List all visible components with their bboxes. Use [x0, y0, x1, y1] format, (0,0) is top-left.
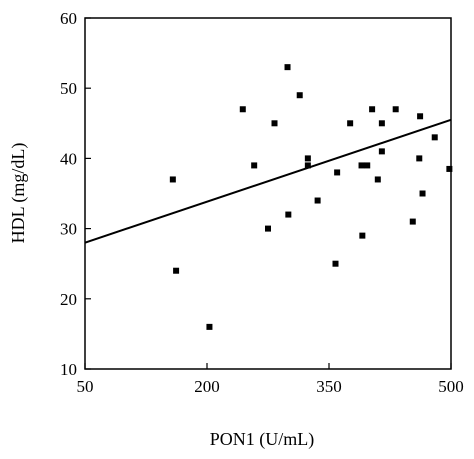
data-point [378, 148, 385, 155]
data-point [296, 92, 303, 99]
y-tick-label: 40 [60, 149, 77, 168]
data-point [392, 106, 399, 113]
data-point [271, 120, 278, 127]
data-point [206, 323, 213, 330]
x-tick-label: 500 [438, 377, 464, 396]
y-axis-ticks: 10 20 30 40 50 60 [60, 9, 91, 379]
data-point [332, 260, 339, 267]
data-point [284, 64, 291, 71]
y-tick-label: 50 [60, 79, 77, 98]
data-point [416, 155, 423, 162]
trendline [84, 118, 452, 244]
data-point [446, 165, 453, 172]
x-axis-title: PON1 (U/mL) [210, 429, 315, 450]
data-point [265, 225, 271, 232]
data-point [251, 162, 258, 169]
y-axis-title: HDL (mg/dL) [8, 143, 29, 244]
x-axis-ticks: 50 200 350 500 [77, 363, 464, 396]
data-point [285, 211, 292, 218]
data-point [419, 190, 426, 197]
data-point [358, 162, 365, 169]
y-tick-label: 60 [60, 9, 77, 28]
data-point [173, 267, 180, 274]
data-point [169, 176, 176, 183]
data-points [169, 64, 453, 330]
x-tick-label: 350 [316, 377, 342, 396]
y-tick-label: 30 [60, 220, 77, 239]
data-point [304, 155, 311, 162]
data-point [417, 113, 424, 120]
data-point [409, 218, 416, 225]
data-point [431, 134, 438, 141]
y-tick-label: 20 [60, 290, 77, 309]
data-point [347, 120, 354, 127]
data-point [314, 197, 321, 204]
data-point [364, 162, 371, 169]
data-point [359, 232, 366, 239]
data-point [239, 106, 246, 113]
y-tick-label: 10 [60, 360, 77, 379]
data-point [378, 120, 385, 127]
trendline-layer [84, 118, 452, 244]
data-point [304, 162, 311, 169]
plot-area [84, 17, 452, 370]
data-point [334, 169, 341, 176]
data-point [369, 106, 376, 113]
data-point [374, 176, 381, 183]
x-tick-label: 200 [194, 377, 220, 396]
x-tick-label: 50 [77, 377, 94, 396]
